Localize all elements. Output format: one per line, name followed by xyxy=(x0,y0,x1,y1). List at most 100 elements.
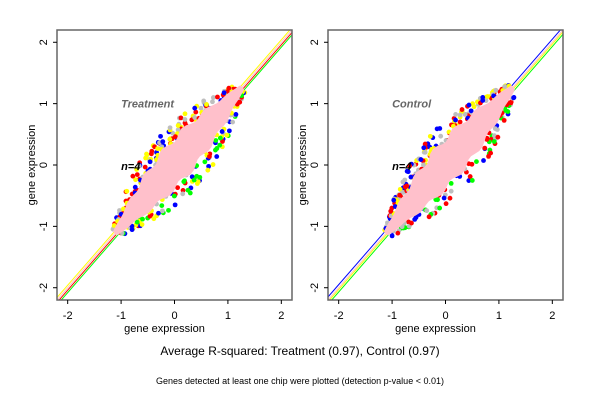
outlier-point xyxy=(182,111,188,117)
outlier-point xyxy=(139,222,145,227)
outlier-point xyxy=(466,102,472,108)
n-label: n=4 xyxy=(392,161,411,173)
outlier-point xyxy=(462,112,468,117)
main-point-cloud xyxy=(384,85,515,236)
outlier-point xyxy=(130,173,136,179)
x-tick-label: 0 xyxy=(171,310,177,322)
outlier-point xyxy=(210,99,215,105)
outlier-point xyxy=(142,164,148,170)
outlier-point xyxy=(469,178,475,183)
x-tick-label: 0 xyxy=(442,310,448,322)
outlier-point xyxy=(175,123,181,128)
y-tick-label: -2 xyxy=(38,283,50,293)
outlier-point xyxy=(182,120,188,126)
outlier-point xyxy=(201,98,207,104)
outlier-point xyxy=(170,130,176,136)
plot-area xyxy=(328,30,563,300)
outlier-point xyxy=(185,187,191,193)
x-axis-title: gene expression xyxy=(395,323,476,335)
outlier-point xyxy=(167,125,173,131)
outlier-point xyxy=(505,109,511,114)
outlier-point xyxy=(453,112,459,117)
y-tick-label: 1 xyxy=(38,101,50,107)
outlier-point xyxy=(194,173,200,179)
outlier-point xyxy=(160,139,166,145)
y-tick-label: 2 xyxy=(38,39,50,45)
outlier-point xyxy=(151,216,157,222)
outlier-point xyxy=(427,133,433,139)
outlier-point xyxy=(214,146,220,151)
outlier-point xyxy=(421,145,427,151)
outlier-point xyxy=(468,108,474,114)
x-tick-label: -1 xyxy=(387,310,397,322)
detection-note-caption: Genes detected at least one chip were pl… xyxy=(156,376,444,386)
outlier-point xyxy=(217,135,223,141)
outlier-point xyxy=(219,129,225,134)
y-tick-label: 1 xyxy=(309,101,321,107)
outlier-point xyxy=(193,109,199,115)
outlier-point xyxy=(155,146,161,152)
panel-label: Treatment xyxy=(121,99,175,111)
outlier-point xyxy=(404,168,410,174)
x-tick-label: 2 xyxy=(549,310,555,322)
n-label: n=4 xyxy=(121,161,140,173)
outlier-point xyxy=(133,177,138,183)
outlier-point xyxy=(178,115,184,121)
outlier-point xyxy=(134,219,140,225)
outlier-point xyxy=(167,136,173,142)
x-tick-label: -1 xyxy=(116,310,126,322)
outlier-point xyxy=(502,84,508,90)
outlier-point xyxy=(447,195,453,201)
outlier-point xyxy=(206,163,212,169)
outlier-point xyxy=(501,117,507,123)
y-tick-label: -1 xyxy=(309,221,321,231)
outlier-point xyxy=(175,185,180,191)
outlier-point xyxy=(492,126,498,131)
outlier-point xyxy=(422,141,428,147)
outlier-point xyxy=(482,145,488,151)
outlier-point xyxy=(408,174,414,180)
outlier-point xyxy=(418,157,424,162)
outlier-point xyxy=(388,208,394,214)
y-tick-label: 0 xyxy=(309,162,321,168)
outlier-point xyxy=(214,154,220,159)
outlier-point xyxy=(204,102,209,107)
outlier-point xyxy=(136,163,142,169)
outlier-point xyxy=(485,94,490,99)
outlier-point xyxy=(129,227,135,233)
outlier-point xyxy=(143,155,149,161)
outlier-point xyxy=(194,181,200,186)
outlier-point xyxy=(202,159,208,165)
outlier-point xyxy=(508,100,514,106)
outlier-point xyxy=(467,174,473,179)
outlier-point xyxy=(443,201,449,207)
treatment-panel: -2 -1 0 1 2 -2 -1 0 1 2 gene expression gene expres… xyxy=(26,29,293,335)
outlier-point xyxy=(457,119,463,125)
outlier-point xyxy=(397,192,403,198)
outlier-point xyxy=(117,208,122,213)
outlier-point xyxy=(466,161,472,167)
outlier-point xyxy=(407,163,413,169)
outlier-point xyxy=(493,87,499,93)
outlier-point xyxy=(149,151,154,157)
outlier-point xyxy=(134,167,140,172)
outlier-point xyxy=(159,208,165,214)
outlier-point xyxy=(488,150,494,156)
control-panel: -2 -1 0 1 2 -2 -1 0 1 2 gene expression gene expres… xyxy=(297,29,564,335)
outlier-point xyxy=(437,205,443,211)
outlier-point xyxy=(172,134,178,140)
outlier-point xyxy=(471,104,477,110)
outlier-point xyxy=(233,112,239,117)
outlier-point xyxy=(192,115,198,120)
outlier-point xyxy=(140,216,145,222)
outlier-point xyxy=(134,172,140,178)
outlier-point xyxy=(474,159,479,164)
outlier-point xyxy=(159,203,165,209)
outlier-point xyxy=(438,133,444,139)
outlier-point xyxy=(224,132,230,138)
outlier-point xyxy=(171,193,177,199)
outlier-point xyxy=(389,233,395,239)
x-tick-label: 1 xyxy=(496,310,502,322)
y-tick-label: -1 xyxy=(38,221,50,231)
